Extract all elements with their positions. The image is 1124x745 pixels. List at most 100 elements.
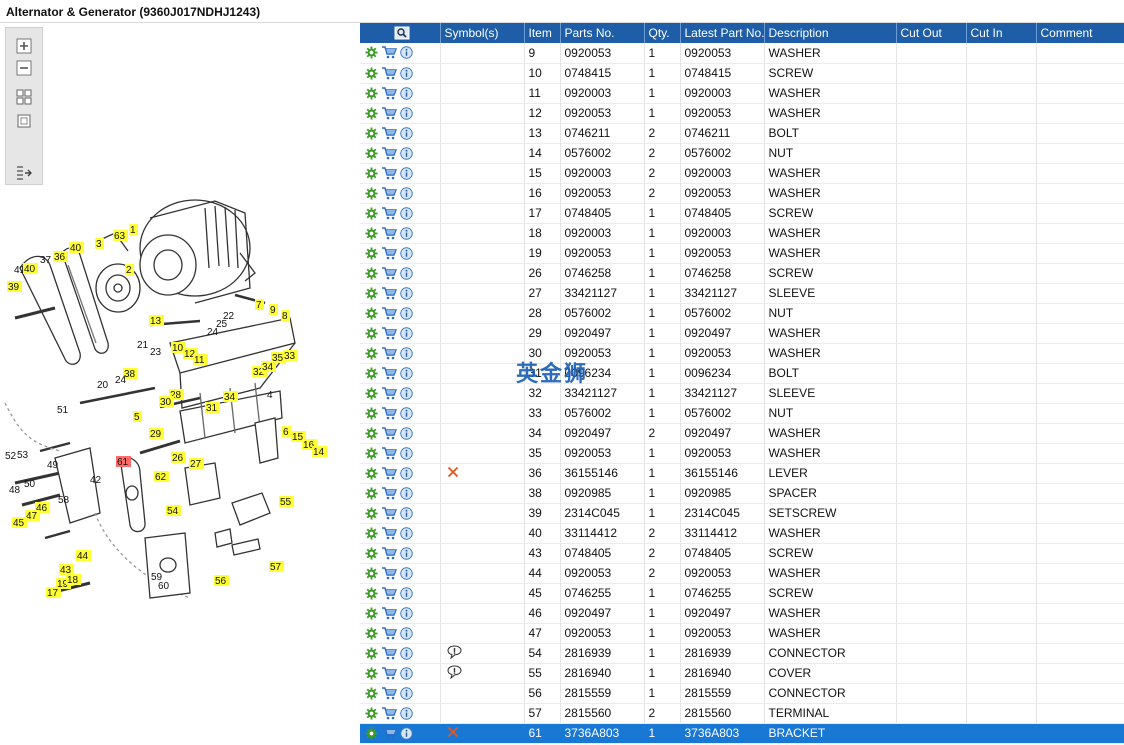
cart-icon[interactable] xyxy=(381,606,397,620)
gear-icon[interactable] xyxy=(365,346,378,360)
table-row[interactable]: 17 0748405 1 0748405 SCREW xyxy=(360,203,1124,224)
column-header-actions[interactable] xyxy=(360,23,441,43)
callout-44[interactable]: 44 xyxy=(76,550,91,562)
table-row[interactable]: 38 0920985 1 0920985 SPACER xyxy=(360,483,1124,504)
table-row[interactable]: 44 0920053 2 0920053 WASHER xyxy=(360,563,1124,584)
info-icon[interactable] xyxy=(400,526,413,540)
cart-icon[interactable] xyxy=(381,366,397,380)
cart-icon[interactable] xyxy=(381,446,397,460)
export-list-icon[interactable] xyxy=(14,164,34,182)
callout-32[interactable]: 32 xyxy=(252,366,267,378)
callout-24[interactable]: 24 xyxy=(207,327,219,338)
callout-16[interactable]: 16 xyxy=(302,439,317,451)
callout-41[interactable]: 41 xyxy=(14,265,26,276)
column-header-description[interactable]: Description xyxy=(764,23,897,43)
table-row[interactable]: 56 2815559 1 2815559 CONNECTOR xyxy=(360,683,1124,704)
callout-40[interactable]: 40 xyxy=(69,242,84,254)
callout-54[interactable]: 54 xyxy=(166,505,181,517)
callout-33[interactable]: 33 xyxy=(283,350,298,362)
info-bubble-icon[interactable] xyxy=(445,664,462,679)
cart-icon[interactable] xyxy=(381,246,397,260)
table-row[interactable]: 16 0920053 2 0920053 WASHER xyxy=(360,183,1124,204)
info-icon[interactable] xyxy=(400,406,413,420)
table-row[interactable]: 30 0920053 1 0920053 WASHER xyxy=(360,343,1124,364)
table-row[interactable]: 43 0748405 2 0748405 SCREW xyxy=(360,543,1124,564)
callout-30[interactable]: 30 xyxy=(159,396,174,408)
table-row[interactable]: 18 0920003 1 0920003 WASHER xyxy=(360,223,1124,244)
column-header-latest-part-no[interactable]: Latest Part No. xyxy=(680,23,765,43)
callout-13[interactable]: 13 xyxy=(149,315,164,327)
callout-10[interactable]: 10 xyxy=(171,342,186,354)
info-icon[interactable] xyxy=(400,626,413,640)
callout-11[interactable]: 11 xyxy=(193,354,208,366)
cart-icon[interactable] xyxy=(381,66,397,80)
callout-19[interactable]: 19 xyxy=(56,578,71,590)
gear-icon[interactable] xyxy=(365,266,378,280)
info-icon[interactable] xyxy=(400,586,413,600)
cart-icon[interactable] xyxy=(381,486,397,500)
callout-59[interactable]: 59 xyxy=(151,572,163,583)
cart-icon[interactable] xyxy=(381,526,397,540)
callout-48[interactable]: 48 xyxy=(9,485,21,496)
table-row[interactable]: 54 2816939 1 2816939 CONNECTOR xyxy=(360,643,1124,664)
gear-icon[interactable] xyxy=(365,306,378,320)
gear-icon[interactable] xyxy=(365,726,378,740)
callout-26[interactable]: 26 xyxy=(171,452,186,464)
info-icon[interactable] xyxy=(400,686,413,700)
column-header-cut-out[interactable]: Cut Out xyxy=(896,23,967,43)
table-row[interactable]: 45 0746255 1 0746255 SCREW xyxy=(360,583,1124,604)
table-row[interactable]: 28 0576002 1 0576002 NUT xyxy=(360,303,1124,324)
cart-icon[interactable] xyxy=(381,626,397,640)
callout-58[interactable]: 58 xyxy=(58,495,70,506)
callout-25[interactable]: 25 xyxy=(216,319,228,330)
gear-icon[interactable] xyxy=(365,66,378,80)
cart-icon[interactable] xyxy=(381,386,397,400)
info-icon[interactable] xyxy=(400,66,413,80)
table-row[interactable]: 19 0920053 1 0920053 WASHER xyxy=(360,243,1124,264)
table-row[interactable]: 15 0920003 2 0920003 WASHER xyxy=(360,163,1124,184)
cart-icon[interactable] xyxy=(381,506,397,520)
table-row[interactable]: 61 3736A803 1 3736A803 BRACKET xyxy=(360,723,1124,744)
gear-icon[interactable] xyxy=(365,686,378,700)
table-row[interactable]: 11 0920003 1 0920003 WASHER xyxy=(360,83,1124,104)
info-icon[interactable] xyxy=(400,166,413,180)
info-icon[interactable] xyxy=(400,86,413,100)
callout-4[interactable]: 4 xyxy=(267,390,273,401)
table-row[interactable]: 10 0748415 1 0748415 SCREW xyxy=(360,63,1124,84)
cart-icon[interactable] xyxy=(381,206,397,220)
cart-icon[interactable] xyxy=(381,726,397,740)
table-row[interactable]: 32 33421127 1 33421127 SLEEVE xyxy=(360,383,1124,404)
callout-52[interactable]: 52 xyxy=(5,451,17,462)
callout-28[interactable]: 28 xyxy=(169,389,184,401)
callout-42[interactable]: 42 xyxy=(90,475,102,486)
callout-15[interactable]: 15 xyxy=(291,431,306,443)
gear-icon[interactable] xyxy=(365,406,378,420)
table-row[interactable]: 40 33114412 2 33114412 WASHER xyxy=(360,523,1124,544)
table-row[interactable]: 26 0746258 1 0746258 SCREW xyxy=(360,263,1124,284)
callout-31[interactable]: 31 xyxy=(205,402,220,414)
table-row[interactable]: 34 0920497 2 0920497 WASHER xyxy=(360,423,1124,444)
search-icon[interactable] xyxy=(394,26,410,40)
callout-5[interactable]: 5 xyxy=(133,411,142,423)
info-icon[interactable] xyxy=(400,426,413,440)
gear-icon[interactable] xyxy=(365,466,378,480)
cart-icon[interactable] xyxy=(381,566,397,580)
info-icon[interactable] xyxy=(400,106,413,120)
callout-60[interactable]: 60 xyxy=(158,581,170,592)
gear-icon[interactable] xyxy=(365,246,378,260)
cart-icon[interactable] xyxy=(381,286,397,300)
cart-icon[interactable] xyxy=(381,586,397,600)
gear-icon[interactable] xyxy=(365,166,378,180)
table-row[interactable]: 12 0920053 1 0920053 WASHER xyxy=(360,103,1124,124)
info-icon[interactable] xyxy=(400,646,413,660)
info-icon[interactable] xyxy=(400,446,413,460)
cart-icon[interactable] xyxy=(381,46,397,59)
callout-46[interactable]: 46 xyxy=(35,502,50,514)
info-icon[interactable] xyxy=(400,206,413,220)
callout-38[interactable]: 38 xyxy=(123,368,138,380)
info-icon[interactable] xyxy=(400,246,413,260)
callout-36[interactable]: 36 xyxy=(53,251,68,263)
info-icon[interactable] xyxy=(400,566,413,580)
gear-icon[interactable] xyxy=(365,526,378,540)
info-icon[interactable] xyxy=(400,706,413,720)
